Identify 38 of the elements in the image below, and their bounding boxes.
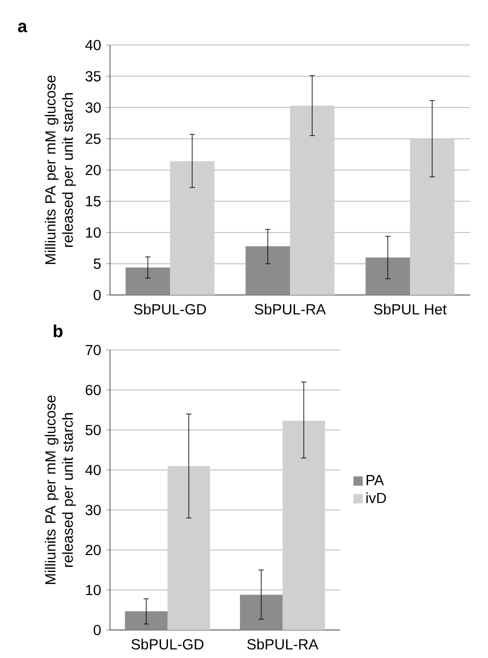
bar: [290, 106, 334, 295]
x-tick-label: SbPUL Het: [374, 304, 447, 314]
y-tick-label: 10: [86, 584, 101, 596]
chart-title: b: [54, 324, 62, 338]
y-tick-label: 50: [86, 424, 101, 436]
y-tick-label: 30: [86, 504, 101, 516]
y-tick-label: 15: [86, 196, 101, 206]
legend-label: ivD: [366, 492, 386, 504]
y-tick-label: 0: [94, 290, 101, 300]
y-axis-title: Milliunits PA per mM glucose released per unit starch: [44, 75, 76, 264]
y-tick-label: 10: [86, 227, 101, 238]
bar: [366, 258, 410, 295]
x-tick-label: SbPUL-RA: [254, 304, 326, 314]
y-tick-label: 25: [86, 134, 101, 144]
bar: [167, 466, 210, 630]
y-tick-label: 35: [86, 71, 101, 82]
y-tick-label: 40: [85, 40, 101, 50]
x-tick-label: SbPUL-GD: [131, 638, 204, 650]
y-tick-label: 5: [94, 258, 101, 269]
y-tick-label: 20: [86, 164, 101, 176]
bar: [126, 268, 170, 295]
bar: [282, 420, 326, 630]
y-tick-label: 0: [94, 624, 101, 636]
y-tick-label: 20: [86, 544, 101, 556]
bar: [170, 161, 214, 295]
legend-label: PA: [366, 474, 384, 486]
bar: [240, 594, 282, 630]
bar: [410, 138, 454, 295]
y-tick-label: 40: [85, 464, 101, 476]
y-tick-label: 70: [86, 344, 101, 356]
x-tick-label: SbPUL-RA: [247, 638, 318, 650]
y-tick-label: 60: [86, 384, 101, 396]
x-tick-label: SbPUL-GD: [134, 304, 206, 314]
bar: [124, 611, 168, 630]
chart-title: a: [18, 22, 28, 32]
y-axis-title: Milliunits PA per mM glucose released per unit starch: [44, 395, 76, 584]
bar: [246, 246, 290, 295]
y-tick-label: 30: [86, 102, 101, 113]
